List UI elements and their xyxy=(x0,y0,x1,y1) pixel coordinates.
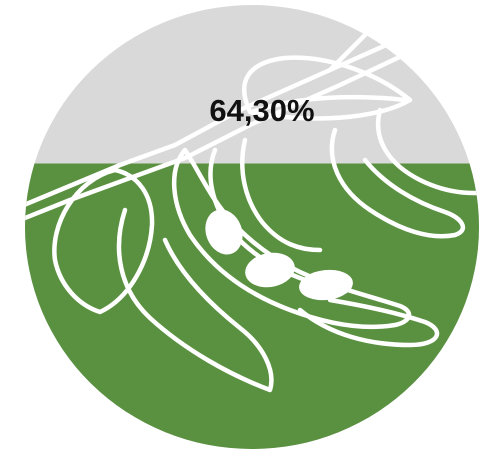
value-label: 64,30% xyxy=(209,93,314,128)
filled-portion xyxy=(25,163,479,449)
